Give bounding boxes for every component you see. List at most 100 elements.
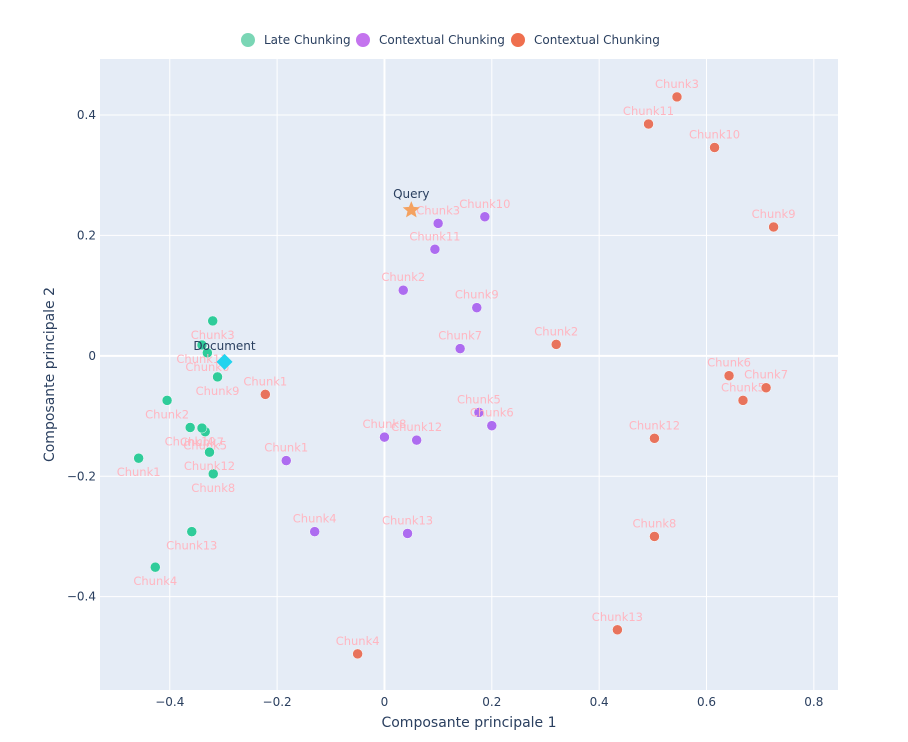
data-point[interactable] [133,452,144,464]
point-label: Chunk8 [191,481,235,495]
point-label: Chunk11 [176,352,227,366]
data-point[interactable] [737,395,749,406]
x-tick-label: 0.2 [482,695,501,709]
data-point[interactable] [212,371,223,383]
point-label: Chunk11 [409,229,460,243]
point-label: Chunk5 [183,439,227,453]
data-point[interactable] [709,142,720,153]
x-tick-label: 0.6 [697,695,716,709]
data-point[interactable] [649,531,660,542]
data-point[interactable] [429,244,441,255]
data-point[interactable] [432,218,444,229]
x-tick-label: −0.2 [263,695,292,709]
series-1: Chunk1Chunk2Chunk3Chunk4Chunk5Chunk6Chun… [117,315,240,588]
query-label: Query [393,187,429,201]
point-label: Chunk4 [293,512,337,526]
data-point[interactable] [398,284,409,296]
data-point[interactable] [550,339,562,350]
legend-label: Late Chunking [264,33,351,47]
point-label: Chunk11 [623,104,674,118]
legend-item[interactable]: Contextual Chunking [356,33,505,47]
data-point[interactable] [202,347,213,359]
point-label: Chunk4 [336,634,380,648]
point-label: Chunk7 [438,329,482,343]
y-tick-label: 0.2 [77,228,96,242]
y-tick-label: 0.4 [77,108,96,122]
data-point[interactable] [309,526,320,537]
legend-marker [511,33,525,47]
data-point[interactable] [723,370,735,381]
point-label: Chunk12 [184,459,235,473]
data-point[interactable] [671,91,683,103]
x-axis-title: Composante principale 1 [381,715,556,731]
data-point[interactable] [150,561,161,573]
point-label: Chunk1 [243,374,287,388]
data-point[interactable] [643,118,654,130]
document-label: Document [193,339,255,353]
x-tick-label: 0.4 [590,695,609,709]
y-tick-label: 0 [88,349,96,363]
data-point[interactable] [411,434,422,446]
data-point[interactable] [612,624,623,636]
point-label: Chunk10 [689,128,740,142]
point-label: Chunk3 [416,203,460,217]
data-point[interactable] [196,422,208,434]
point-label: Chunk6 [707,356,751,370]
data-point[interactable] [352,648,363,660]
data-point[interactable] [486,420,498,431]
data-point[interactable] [196,339,208,351]
point-label: Chunk5 [457,392,501,406]
legend-item[interactable]: Late Chunking [241,33,351,47]
data-point[interactable] [184,422,196,433]
y-axis-title: Composante principale 2 [42,287,58,462]
data-point[interactable] [379,431,390,443]
query-star-icon[interactable] [402,201,420,218]
point-label: Chunk6 [470,406,514,420]
point-label: Chunk12 [391,420,442,434]
point-label: Chunk10 [459,197,510,211]
point-label: Chunk2 [381,270,425,284]
data-point[interactable] [479,211,491,222]
data-point[interactable] [454,343,466,354]
point-label: Chunk3 [655,77,699,91]
series-3: Chunk1Chunk2Chunk3Chunk4Chunk5Chunk6Chun… [243,77,796,660]
legend-marker [241,33,255,47]
legend-label: Contextual Chunking [379,33,505,47]
data-point[interactable] [471,302,483,313]
data-point[interactable] [207,315,218,327]
point-label: Chunk3 [191,328,235,342]
x-tick-label: 0 [381,695,389,709]
document-diamond-icon[interactable] [216,353,233,370]
point-label: Chunk13 [592,610,643,624]
gridlines [100,59,838,690]
x-tick-label: −0.4 [155,695,184,709]
data-point[interactable] [260,389,271,400]
plot-area [100,59,838,690]
data-point[interactable] [649,433,660,444]
data-point[interactable] [473,407,485,418]
point-label: Chunk8 [633,516,677,530]
data-point[interactable] [204,446,215,458]
legend-item[interactable]: Contextual Chunking [511,33,660,47]
data-point[interactable] [186,526,198,537]
point-label: Chunk7 [744,368,788,382]
data-point[interactable] [760,382,772,393]
data-point[interactable] [402,528,413,539]
point-label: Chunk7 [180,435,224,449]
point-label: Chunk1 [117,465,161,479]
data-point[interactable] [768,221,779,233]
point-label: Chunk2 [534,324,578,338]
point-label: Chunk9 [455,288,499,302]
y-tick-label: −0.4 [67,590,96,604]
legend-marker [356,33,370,47]
data-point[interactable] [280,455,292,466]
point-label: Chunk5 [721,380,765,394]
data-point[interactable] [161,395,173,406]
point-label: Chunk9 [196,384,240,398]
point-label: Chunk10 [165,434,216,448]
data-point[interactable] [207,468,219,480]
x-tick-label: 0.8 [804,695,823,709]
